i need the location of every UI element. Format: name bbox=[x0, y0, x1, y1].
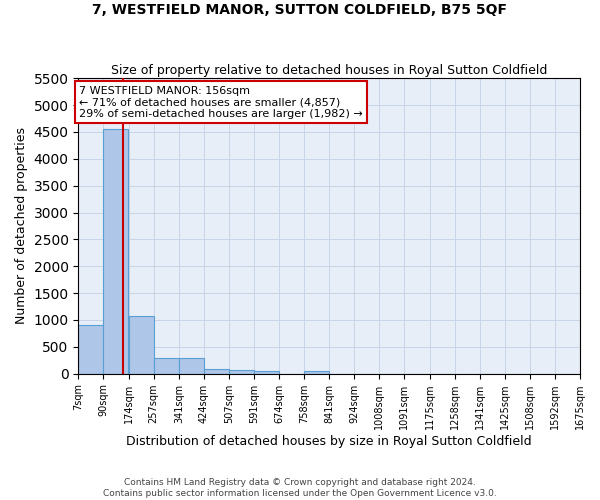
Text: 7, WESTFIELD MANOR, SUTTON COLDFIELD, B75 5QF: 7, WESTFIELD MANOR, SUTTON COLDFIELD, B7… bbox=[92, 2, 508, 16]
Bar bbox=[304, 371, 329, 374]
Bar bbox=[229, 370, 254, 374]
X-axis label: Distribution of detached houses by size in Royal Sutton Coldfield: Distribution of detached houses by size … bbox=[127, 434, 532, 448]
Text: Contains HM Land Registry data © Crown copyright and database right 2024.
Contai: Contains HM Land Registry data © Crown c… bbox=[103, 478, 497, 498]
Bar bbox=[254, 371, 279, 374]
Bar bbox=[103, 128, 128, 374]
Text: 7 WESTFIELD MANOR: 156sqm
← 71% of detached houses are smaller (4,857)
29% of se: 7 WESTFIELD MANOR: 156sqm ← 71% of detac… bbox=[79, 86, 363, 119]
Bar bbox=[179, 358, 204, 374]
Title: Size of property relative to detached houses in Royal Sutton Coldfield: Size of property relative to detached ho… bbox=[111, 64, 547, 77]
Bar bbox=[204, 370, 229, 374]
Bar bbox=[154, 358, 179, 374]
Y-axis label: Number of detached properties: Number of detached properties bbox=[15, 128, 28, 324]
Bar bbox=[79, 326, 103, 374]
Bar bbox=[128, 316, 154, 374]
